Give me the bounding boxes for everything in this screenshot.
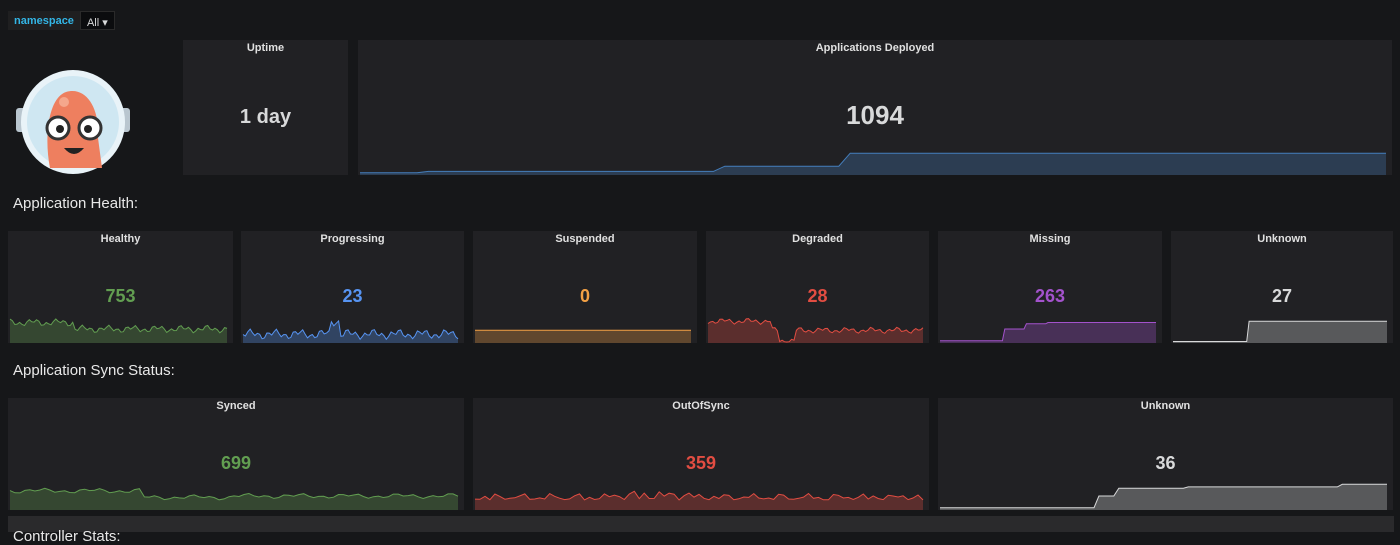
panel-title: OutOfSync (672, 400, 730, 412)
panel-value: 1 day (239, 106, 292, 128)
variable-label: namespace (8, 11, 80, 30)
panel-title: Healthy (100, 233, 141, 245)
stat-panel: Uptime 1 day (183, 40, 348, 175)
panel-title: Degraded (792, 233, 843, 245)
row-bar (8, 516, 1394, 532)
sparkline (242, 319, 459, 343)
variable-bar: namespace All ▾ (8, 11, 115, 30)
panel-title: Uptime (246, 42, 285, 54)
sparkline (9, 318, 228, 343)
panel-title: Unknown (1257, 233, 1307, 245)
section-title: Application Health: (13, 195, 139, 212)
panel-value: 753 (105, 286, 136, 306)
stat-panel: Synced 699 (8, 398, 464, 510)
sparkline (9, 487, 459, 510)
panel-value: 699 (220, 453, 252, 473)
panel-value: 359 (685, 453, 717, 473)
stat-panel: Progressing 23 (241, 231, 464, 343)
stat-panel: Degraded 28 (706, 231, 929, 343)
sparkline (940, 483, 1387, 510)
panel-title: Progressing (320, 233, 385, 245)
sparkline (360, 152, 1386, 175)
panel-value: 23 (342, 286, 363, 306)
sparkline (474, 490, 924, 510)
sparkline (475, 329, 691, 343)
section-title: Controller Stats: (13, 528, 121, 545)
sparkline (940, 322, 1156, 343)
sparkline (1173, 320, 1387, 343)
panel-title: Suspended (555, 233, 615, 245)
sparkline (707, 318, 924, 343)
section-title: Application Sync Status: (13, 362, 175, 379)
panel-value: 27 (1271, 286, 1293, 306)
panel-title: Synced (216, 400, 256, 412)
panel-title: Missing (1029, 233, 1071, 245)
variable-value[interactable]: All (86, 17, 100, 29)
panel-title: Applications Deployed (815, 42, 935, 54)
stat-panel: Applications Deployed 1094 (358, 40, 1392, 175)
stat-panel: OutOfSync 359 (473, 398, 929, 510)
panel-value: 263 (1034, 286, 1066, 306)
stat-panel: Missing 263 (938, 231, 1162, 343)
variable-select[interactable]: All ▾ (79, 11, 115, 30)
stat-panel: Healthy 753 (8, 231, 233, 343)
panel-title: Unknown (1140, 400, 1191, 412)
stat-panel: Unknown 27 (1171, 231, 1393, 343)
panel-value: 0 (579, 286, 590, 306)
panel-value: 36 (1155, 453, 1176, 473)
stat-panel: Unknown 36 (938, 398, 1393, 510)
logo (16, 70, 130, 174)
stat-panel: Suspended 0 (473, 231, 697, 343)
panel-value: 1094 (846, 100, 904, 130)
panel-value: 28 (807, 286, 828, 306)
